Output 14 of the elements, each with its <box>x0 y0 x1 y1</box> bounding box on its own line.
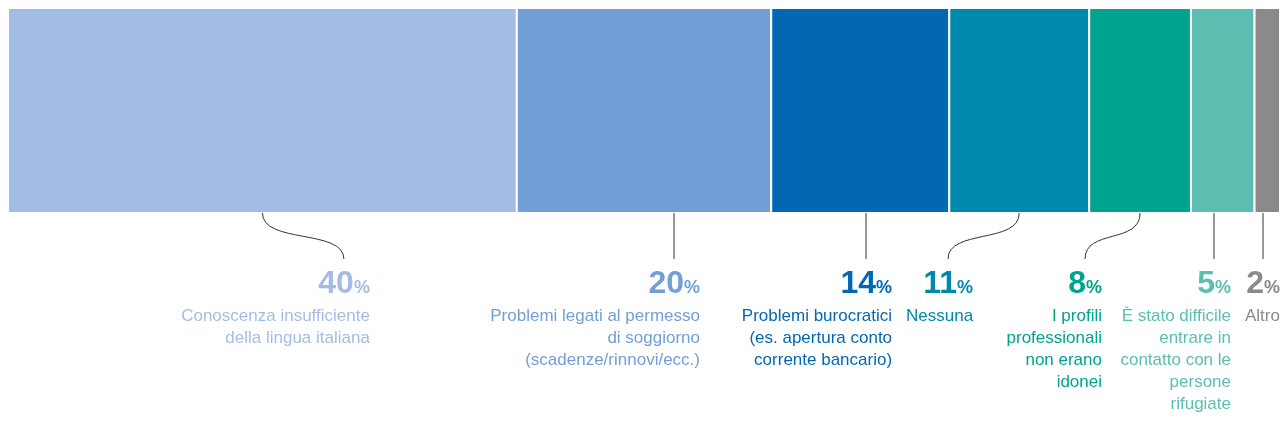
data-label: 40% <box>318 264 370 300</box>
data-label: 14% <box>840 264 893 300</box>
text: Nessuna <box>906 305 974 327</box>
text: Altro <box>1245 305 1280 327</box>
text: Conoscenza insufficiente della lingua italiana <box>180 305 370 349</box>
data-label: 2% <box>1246 264 1280 300</box>
data-label: 11% <box>923 264 974 300</box>
data-label: 20% <box>648 264 700 300</box>
text: Problemi legati al permesso di soggiorno (scadenze/rinnovi/ecc.) <box>489 305 700 371</box>
text: È stato difficile entrare in contatto con le persone rifugiate <box>1119 305 1231 415</box>
text: I profili professionali non erano idonei <box>1005 305 1102 393</box>
data-label: 5% <box>1197 264 1231 300</box>
data-label: 8% <box>1068 264 1102 300</box>
text: Problemi burocratici (es. apertura conto corrente bancario) <box>740 305 893 371</box>
